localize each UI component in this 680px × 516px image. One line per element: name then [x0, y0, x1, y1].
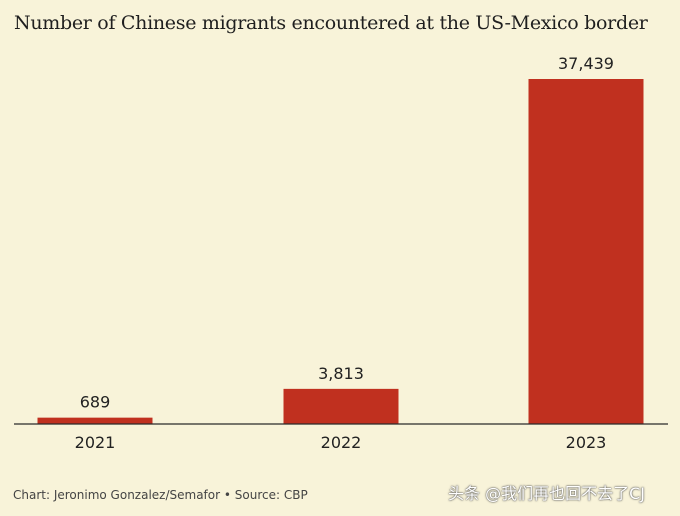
category-label-2023: 2023 [566, 433, 607, 452]
chart-credit: Chart: Jeronimo Gonzalez/Semafor • Sourc… [13, 488, 308, 502]
value-label-2023: 37,439 [558, 54, 614, 73]
bars-group [37, 79, 644, 424]
category-label-2022: 2022 [321, 433, 362, 452]
bar-2023 [528, 79, 644, 424]
bar-2021 [37, 417, 153, 424]
category-label-2021: 2021 [75, 433, 116, 452]
labels-group: 689 2021 3,813 2022 37,439 2023 [75, 54, 614, 452]
chart-title: Number of Chinese migrants encountered a… [14, 12, 648, 34]
watermark: 头条 @我们再也回不去了CJ [448, 484, 645, 503]
value-label-2021: 689 [80, 393, 111, 412]
bar-2022 [283, 388, 399, 424]
value-label-2022: 3,813 [318, 364, 364, 383]
